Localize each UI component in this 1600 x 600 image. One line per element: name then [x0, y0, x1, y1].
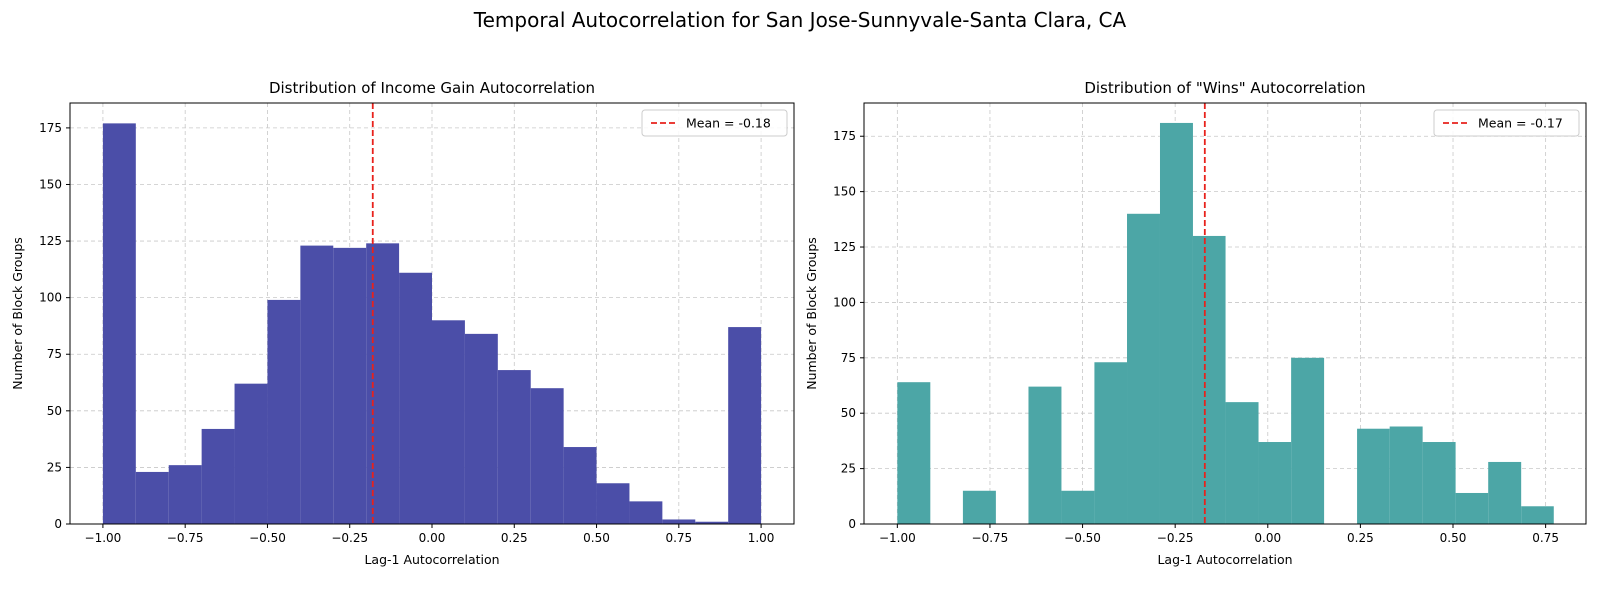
histogram-bar — [1521, 506, 1554, 524]
y-tick-label: 25 — [841, 462, 856, 476]
y-tick-label: 175 — [833, 129, 856, 143]
y-tick-label: 100 — [833, 295, 856, 309]
legend-label: Mean = -0.18 — [686, 116, 771, 131]
y-tick-label: 150 — [39, 177, 62, 191]
y-tick-label: 125 — [833, 240, 856, 254]
histogram-bar — [267, 299, 301, 524]
x-axis-label: Lag-1 Autocorrelation — [1157, 552, 1292, 567]
histogram-bar — [596, 483, 630, 524]
legend-label: Mean = -0.17 — [1478, 116, 1563, 131]
histogram-bar — [234, 383, 268, 524]
histogram-bar — [399, 272, 432, 524]
histogram-bar — [563, 447, 597, 524]
histogram-bar — [1225, 402, 1259, 524]
legend-box — [641, 109, 788, 137]
y-tick-label: 25 — [47, 460, 62, 474]
histogram-bar — [432, 320, 465, 524]
x-tick-label: 0.50 — [583, 531, 610, 545]
x-tick-label: −0.25 — [331, 531, 368, 545]
axes-frame — [863, 102, 1587, 525]
histogram-bar — [1455, 492, 1489, 524]
y-tick-label: 150 — [833, 185, 856, 199]
income-gain-histogram-panel: −1.00 −0.75 −0.50 −0.25 0.00 0.25 0.50 0.75 1.00… — [10, 79, 795, 567]
histogram-bar — [1357, 428, 1390, 524]
y-tick-label: 0 — [848, 517, 856, 531]
panel-title: Distribution of "Wins" Autocorrelation — [1084, 79, 1365, 97]
x-tick-label: −1.00 — [85, 531, 122, 545]
x-tick-label: −0.50 — [249, 531, 286, 545]
histogram-bar — [1028, 386, 1062, 524]
legend-box — [1433, 109, 1580, 137]
histogram-bar — [1291, 357, 1325, 524]
y-axis-label: Number of Block Groups — [804, 237, 819, 390]
histogram-bar — [1488, 461, 1522, 524]
y-tick-label: 125 — [39, 234, 62, 248]
histogram-bar — [728, 327, 762, 524]
y-tick-label: 0 — [54, 517, 62, 531]
histogram-bar — [962, 490, 996, 524]
y-tick-label: 75 — [841, 351, 856, 365]
x-tick-label: −0.25 — [1157, 531, 1194, 545]
histogram-bar — [168, 465, 202, 524]
histogram-bar — [530, 388, 564, 524]
y-tick-label: 100 — [39, 291, 62, 305]
panel-title: Distribution of Income Gain Autocorrelat… — [269, 79, 595, 97]
x-tick-label: −0.75 — [972, 531, 1009, 545]
histogram-bar — [1094, 362, 1128, 524]
histogram-bar — [464, 333, 498, 524]
histogram-bar — [135, 471, 169, 524]
wins-histogram-panel: −1.00 −0.75 −0.50 −0.25 0.00 0.25 0.50 0.75 0 25 5… — [804, 79, 1587, 567]
histogram-bar — [1422, 442, 1456, 524]
histogram-bar — [897, 382, 931, 524]
histogram-bar — [201, 428, 235, 524]
histogram-bar — [102, 123, 136, 524]
x-tick-label: 1.00 — [748, 531, 775, 545]
x-tick-label: 0.25 — [501, 531, 528, 545]
histogram-bar — [629, 501, 663, 524]
histogram-bar — [1192, 235, 1226, 524]
histogram-bar — [497, 370, 531, 524]
histogram-bar — [662, 519, 696, 524]
histogram-bar — [1389, 426, 1423, 524]
histogram-bar — [300, 245, 334, 524]
histogram-bar — [333, 247, 367, 524]
x-tick-label: −1.00 — [879, 531, 916, 545]
x-tick-label: −0.75 — [167, 531, 204, 545]
x-tick-label: 0.50 — [1440, 531, 1467, 545]
x-tick-label: 0.75 — [665, 531, 692, 545]
y-tick-label: 50 — [841, 406, 856, 420]
x-tick-label: 0.25 — [1347, 531, 1374, 545]
y-axis-label: Number of Block Groups — [10, 237, 25, 390]
x-tick-label: 0.00 — [419, 531, 446, 545]
x-axis-label: Lag-1 Autocorrelation — [364, 552, 499, 567]
y-tick-label: 175 — [39, 121, 62, 135]
x-tick-label: −0.50 — [1064, 531, 1101, 545]
histogram-bar — [695, 521, 729, 524]
y-tick-label: 50 — [47, 404, 62, 418]
histogram-bar — [1061, 490, 1095, 524]
figure-title: Temporal Autocorrelation for San Jose-Su… — [473, 8, 1127, 32]
y-tick-label: 75 — [47, 347, 62, 361]
x-tick-label: 0.00 — [1254, 531, 1281, 545]
x-tick-label: 0.75 — [1532, 531, 1559, 545]
histogram-bar — [1127, 213, 1160, 524]
histogram-bar — [1258, 442, 1292, 524]
histogram-bar — [1159, 122, 1193, 524]
histogram-bar — [366, 243, 400, 525]
